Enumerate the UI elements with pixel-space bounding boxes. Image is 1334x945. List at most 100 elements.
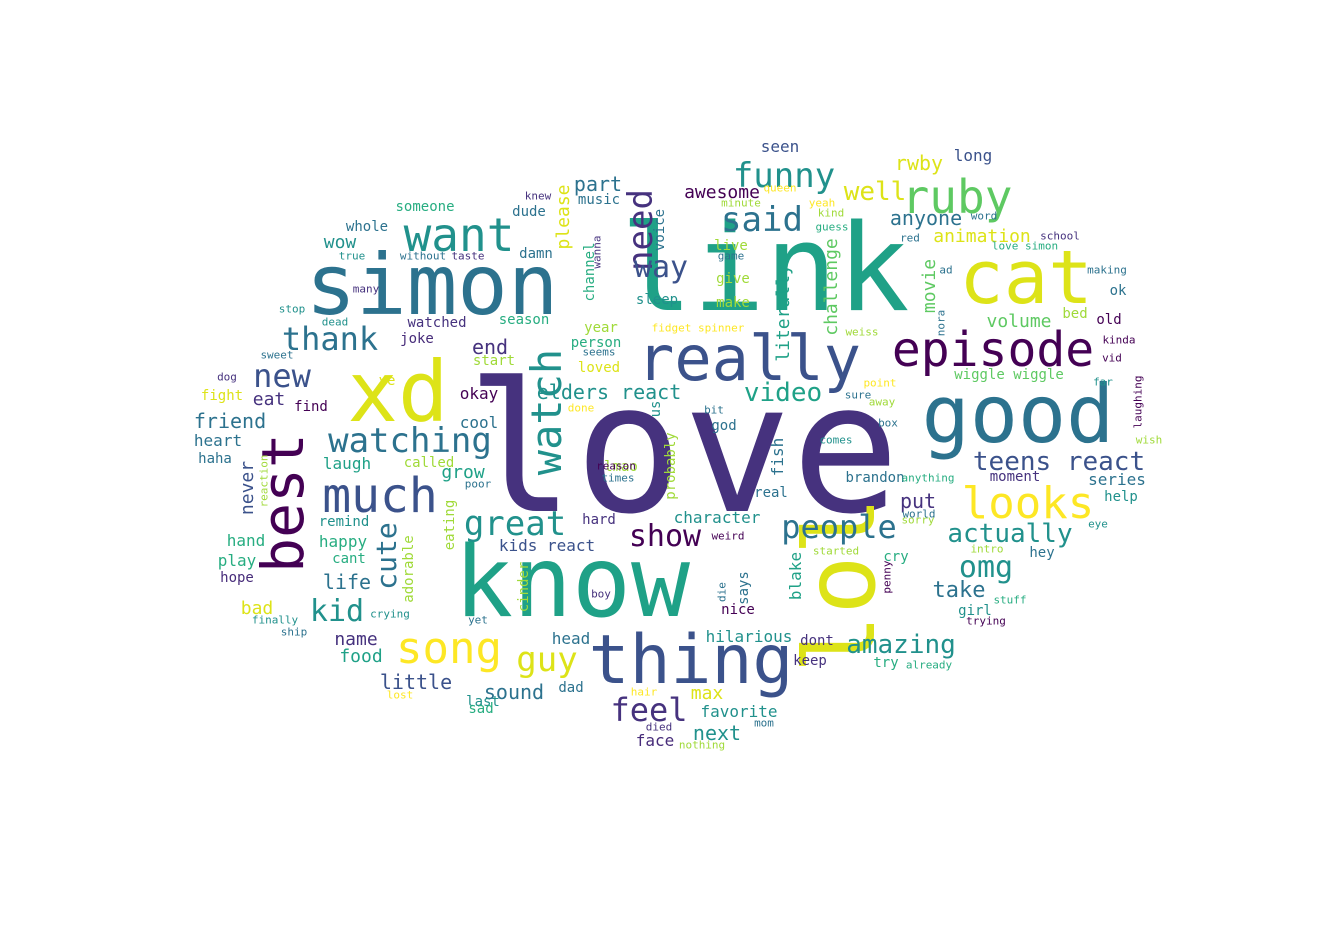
word-cat: cat [959, 235, 1093, 321]
word-watched: watched [407, 315, 467, 331]
word-year: year [584, 320, 618, 336]
word-nora: nora [934, 309, 948, 337]
word-stop: stop [278, 302, 306, 316]
word-times: times [601, 471, 635, 485]
word-movie: movie [919, 258, 940, 314]
word-people: people [781, 508, 897, 546]
word-anyone: anyone [889, 206, 963, 230]
word-yet: yet [468, 613, 488, 627]
word-haha: haha [198, 451, 232, 467]
word-max: max [690, 683, 724, 704]
word-us: us [648, 400, 664, 418]
word-hope: hope [220, 570, 254, 586]
word-series: series [1088, 470, 1146, 489]
word-red: red [900, 231, 920, 245]
word-already: already [905, 658, 953, 672]
word-laugh: laugh [322, 454, 372, 473]
word-happy: happy [318, 532, 368, 551]
word-literally: literally [773, 264, 794, 362]
word-little: little [379, 670, 453, 694]
word-reason: reason [596, 459, 636, 473]
word-hilarious: hilarious [705, 627, 793, 646]
word-eat: eat [252, 389, 286, 410]
word-last: last [466, 694, 500, 710]
word-bad: bad [240, 598, 274, 619]
word-poor: poor [464, 477, 492, 491]
word-intro: intro [970, 542, 1004, 556]
word-long: long [953, 146, 993, 165]
word-says: says [736, 571, 752, 605]
word-finally: finally [251, 613, 299, 627]
word-okay: okay [459, 384, 499, 403]
word-done: done [567, 401, 595, 415]
word-video: video [743, 378, 823, 408]
word-hand: hand [226, 531, 266, 550]
word-wish: wish [1135, 433, 1163, 447]
word-blake: blake [786, 551, 805, 601]
word-head: head [551, 629, 591, 648]
word-season: season [498, 312, 550, 328]
word-eating: eating [442, 499, 458, 551]
word-help: help [1104, 489, 1138, 505]
word-wiggle-wiggle: wiggle wiggle [954, 367, 1064, 383]
word-far: far [1093, 375, 1113, 389]
word-cant: cant [332, 551, 366, 567]
word-heart: heart [193, 431, 243, 450]
word-thank: thank [281, 320, 379, 358]
word-want: want [403, 208, 515, 262]
word-person: person [570, 335, 622, 351]
word-ad: ad [939, 263, 953, 277]
word-love-simon: love simon [991, 239, 1059, 253]
word-adorable: adorable [401, 535, 417, 603]
word-love: love [466, 345, 900, 554]
word-hair: hair [630, 685, 658, 699]
word-cool: cool [459, 413, 499, 432]
word-awesome: awesome [684, 182, 760, 203]
word-feel: feel [610, 691, 688, 729]
word-true: true [338, 249, 366, 263]
word-crying: crying [370, 607, 410, 621]
word-rwby: rwby [894, 151, 944, 175]
word-song: song [396, 623, 502, 674]
word-boy: boy [591, 587, 611, 601]
word-seen: seen [760, 137, 800, 156]
word-died: died [645, 720, 673, 734]
word-sad: sad [468, 701, 494, 717]
word-animation: animation [933, 226, 1031, 247]
word-fish: fish [768, 437, 787, 477]
word-real: real [754, 485, 788, 501]
word-said: said [721, 200, 803, 240]
word-give: give [716, 271, 750, 287]
word-vid: vid [1102, 351, 1122, 365]
word-sleep: sleep [635, 292, 679, 308]
word-music: music [577, 192, 621, 208]
word-hey: hey [1029, 545, 1055, 561]
word-show: show [628, 519, 702, 554]
word-school: school [1040, 229, 1080, 243]
word-new: new [253, 357, 311, 395]
word-live: live [714, 238, 748, 254]
word-trying: trying [966, 614, 1006, 628]
word-much: much [322, 468, 438, 524]
word-friend: friend [193, 409, 267, 433]
word-ruby: ruby [901, 170, 1013, 224]
word-name: name [334, 629, 378, 650]
word-end: end [471, 335, 509, 359]
word-amazing: amazing [846, 630, 956, 660]
word-seems: seems [582, 345, 616, 359]
word-ye: ye [378, 373, 396, 389]
word-well: well [843, 177, 907, 207]
word-looks: looks [961, 478, 1095, 529]
word-start: start [472, 353, 516, 369]
word-dude: dude [512, 204, 546, 220]
word-ok: ok [1109, 283, 1127, 299]
word-someone: someone [395, 199, 455, 215]
word-god: god [711, 418, 737, 434]
word-comes: comes [819, 433, 853, 447]
word-dad: dad [558, 680, 584, 696]
word-remind: remind [318, 514, 370, 530]
word-damn: damn [519, 246, 553, 262]
word-character: character [673, 508, 761, 527]
word-favorite: favorite [700, 702, 778, 721]
